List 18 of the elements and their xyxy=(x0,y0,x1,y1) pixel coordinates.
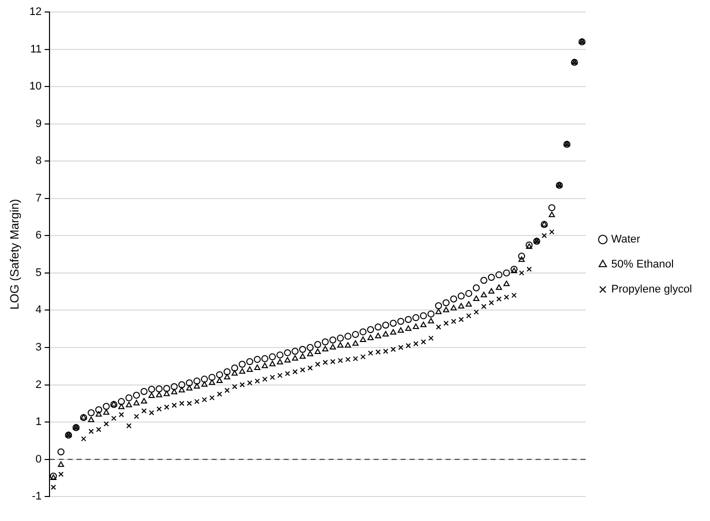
y-tick-label: 12 xyxy=(29,6,42,18)
y-tick-label: 2 xyxy=(36,378,42,391)
y-tick-label: 5 xyxy=(36,266,42,279)
y-axis-title: LOG (Safety Margin) xyxy=(8,198,22,310)
y-tick-label: 10 xyxy=(29,80,42,93)
y-tick-label: 11 xyxy=(30,43,42,56)
y-tick-label: 9 xyxy=(36,118,42,130)
y-tick-label: 4 xyxy=(36,304,42,316)
y-tick-label: 3 xyxy=(36,342,42,354)
y-tick-label: 7 xyxy=(36,192,42,204)
y-tick-label: 6 xyxy=(36,230,42,242)
y-tick-label: 1 xyxy=(36,416,42,428)
legend-label: 50% Ethanol xyxy=(611,258,674,271)
y-tick-label: 8 xyxy=(36,155,42,168)
legend-label: Propylene glycol xyxy=(611,284,692,296)
y-tick-label: 0 xyxy=(36,453,42,466)
legend-label: Water xyxy=(611,234,641,246)
y-tick-label: -1 xyxy=(32,490,42,503)
